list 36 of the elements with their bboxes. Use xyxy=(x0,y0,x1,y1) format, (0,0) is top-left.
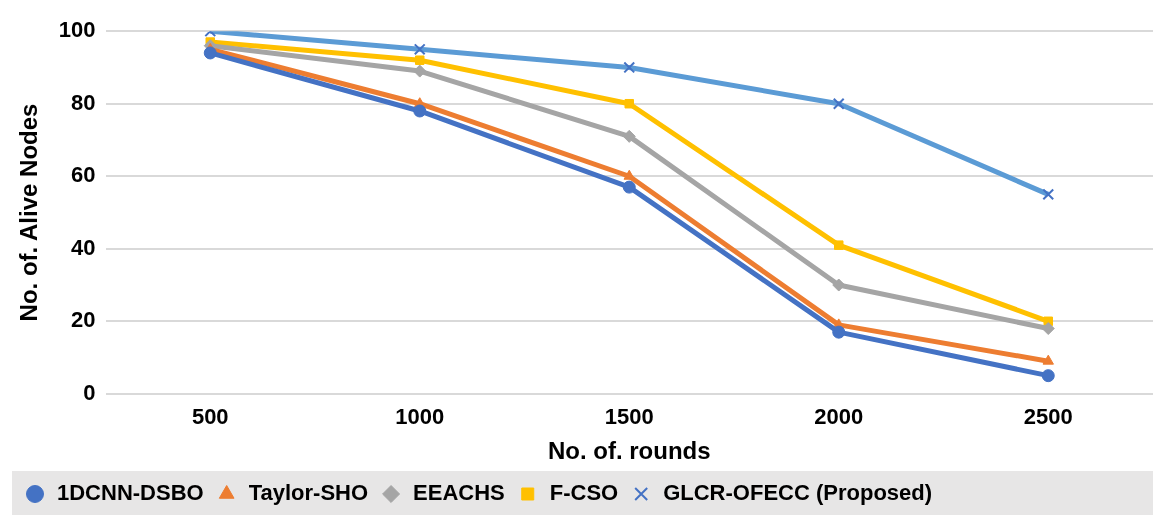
x-tick-label: 2500 xyxy=(1023,404,1073,430)
x-tick-label: 500 xyxy=(191,404,229,430)
x-tick-label: 1000 xyxy=(395,404,445,430)
point xyxy=(832,278,846,292)
legend-label: Taylor-SHO xyxy=(248,480,369,506)
point xyxy=(623,169,635,180)
point xyxy=(413,104,427,118)
point xyxy=(834,240,844,250)
point xyxy=(832,97,845,110)
y-tick-label: 40 xyxy=(71,234,96,260)
legend-label: F-CSO xyxy=(549,480,619,506)
point xyxy=(623,61,636,74)
point xyxy=(203,46,217,60)
point xyxy=(1042,354,1054,365)
point xyxy=(415,55,425,65)
y-tick-label: 80 xyxy=(71,89,96,115)
point xyxy=(832,325,846,339)
legend-label: 1DCNN-DSBO xyxy=(57,480,204,506)
point xyxy=(622,180,636,194)
legend-label: GLCR-OFECC (Proposed) xyxy=(663,480,933,506)
point xyxy=(622,129,636,143)
y-tick-label: 60 xyxy=(71,162,96,188)
legend-label: EEACHS xyxy=(413,480,505,506)
y-tick-label: 0 xyxy=(83,379,96,405)
x-axis-title: No. of. rounds xyxy=(547,437,711,465)
point xyxy=(1041,322,1055,336)
x-tick-label: 2000 xyxy=(814,404,864,430)
point xyxy=(1042,188,1055,201)
y-tick-label: 20 xyxy=(71,307,96,333)
y-axis-title: No. of. Alive Nodes xyxy=(15,103,43,322)
point xyxy=(624,98,634,109)
point xyxy=(413,43,426,56)
y-tick-label: 100 xyxy=(58,17,96,43)
point xyxy=(413,64,427,78)
x-tick-label: 1500 xyxy=(604,404,654,430)
point xyxy=(1041,369,1055,383)
